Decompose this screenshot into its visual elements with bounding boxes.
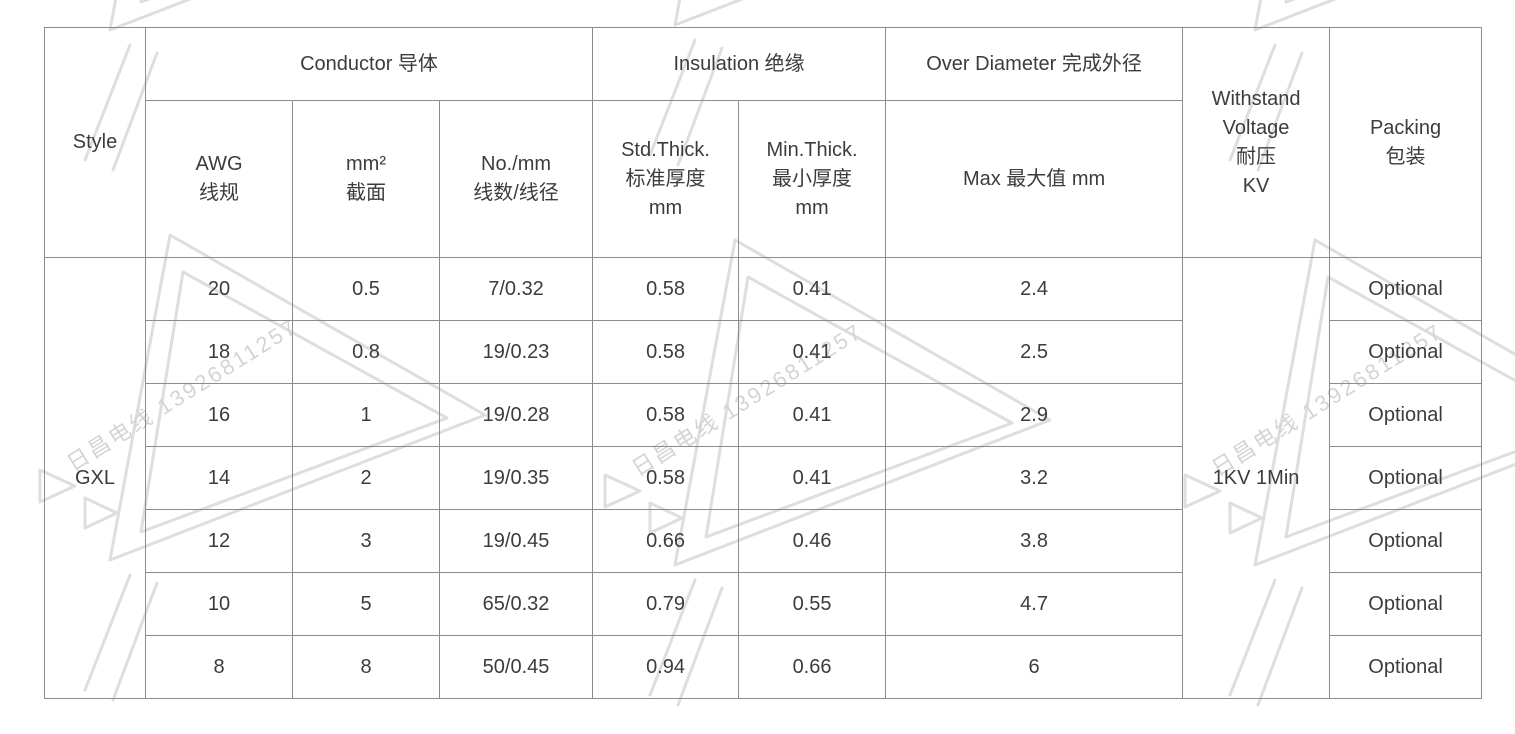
cell-std-thick: 0.58: [592, 383, 740, 447]
cell-min-thick: 0.41: [738, 383, 887, 447]
cell-awg: 18: [145, 320, 293, 384]
cell-packing: Optional: [1329, 509, 1483, 573]
min-thickness-header: Min.Thick. 最小厚度 mm: [738, 100, 887, 258]
cell-awg: 14: [145, 446, 293, 510]
cell-mm2: 8: [292, 635, 440, 699]
cell-max-diameter: 6: [885, 635, 1184, 699]
cell-strands: 7/0.32: [438, 257, 594, 321]
cell-strands: 19/0.23: [438, 320, 594, 384]
cell-awg: 12: [145, 509, 293, 573]
cell-mm2: 2: [292, 446, 440, 510]
cell-mm2: 1: [292, 383, 440, 447]
cell-min-thick: 0.55: [738, 572, 887, 636]
max-diameter-header: Max 最大值 mm: [885, 100, 1184, 258]
cell-std-thick: 0.94: [592, 635, 740, 699]
cell-max-diameter: 3.2: [885, 446, 1184, 510]
wire-spec-table: Style Conductor 导体 Insulation 绝缘 Over Di…: [44, 27, 1483, 699]
cell-mm2: 0.5: [292, 257, 440, 321]
cell-max-diameter: 2.5: [885, 320, 1184, 384]
conductor-group-header: Conductor 导体: [144, 27, 594, 101]
cell-awg: 8: [145, 635, 293, 699]
cell-std-thick: 0.58: [592, 446, 740, 510]
over-diameter-group-header: Over Diameter 完成外径: [885, 27, 1184, 101]
cell-strands: 19/0.35: [438, 446, 594, 510]
cell-max-diameter: 3.8: [885, 509, 1184, 573]
cell-max-diameter: 2.9: [885, 383, 1184, 447]
cell-strands: 19/0.28: [438, 383, 594, 447]
withstand-voltage-header: Withstand Voltage 耐压 KV: [1182, 27, 1331, 258]
cell-packing: Optional: [1329, 446, 1483, 510]
cell-min-thick: 0.41: [738, 446, 887, 510]
cell-strands: 50/0.45: [438, 635, 594, 699]
cell-mm2: 5: [292, 572, 440, 636]
cell-strands: 19/0.45: [438, 509, 594, 573]
cell-packing: Optional: [1329, 572, 1483, 636]
cell-awg: 16: [145, 383, 293, 447]
packing-header: Packing 包装: [1329, 27, 1483, 258]
cell-min-thick: 0.66: [738, 635, 887, 699]
style-value-cell: GXL: [44, 257, 146, 699]
cell-mm2: 3: [292, 509, 440, 573]
cell-std-thick: 0.58: [592, 320, 740, 384]
table-row: GXL 20 0.5 7/0.32 0.58 0.41 2.4 1KV 1Min…: [44, 257, 1483, 699]
std-thickness-header: Std.Thick. 标准厚度 mm: [592, 100, 740, 258]
mm2-header: mm² 截面: [292, 100, 440, 258]
cell-max-diameter: 2.4: [885, 257, 1184, 321]
style-header: Style: [44, 27, 146, 258]
cell-strands: 65/0.32: [438, 572, 594, 636]
strands-header: No./mm 线数/线径: [438, 100, 594, 258]
cell-packing: Optional: [1329, 320, 1483, 384]
cell-min-thick: 0.41: [738, 320, 887, 384]
awg-header: AWG 线规: [145, 100, 293, 258]
cell-std-thick: 0.66: [592, 509, 740, 573]
withstand-value-cell: 1KV 1Min: [1182, 257, 1331, 699]
cell-packing: Optional: [1329, 257, 1483, 321]
cell-packing: Optional: [1329, 383, 1483, 447]
cell-mm2: 0.8: [292, 320, 440, 384]
insulation-group-header: Insulation 绝缘: [592, 27, 887, 101]
cell-std-thick: 0.58: [592, 257, 740, 321]
cell-awg: 20: [145, 257, 293, 321]
cell-packing: Optional: [1329, 635, 1483, 699]
cell-min-thick: 0.41: [738, 257, 887, 321]
cell-min-thick: 0.46: [738, 509, 887, 573]
cell-std-thick: 0.79: [592, 572, 740, 636]
cell-awg: 10: [145, 572, 293, 636]
cell-max-diameter: 4.7: [885, 572, 1184, 636]
